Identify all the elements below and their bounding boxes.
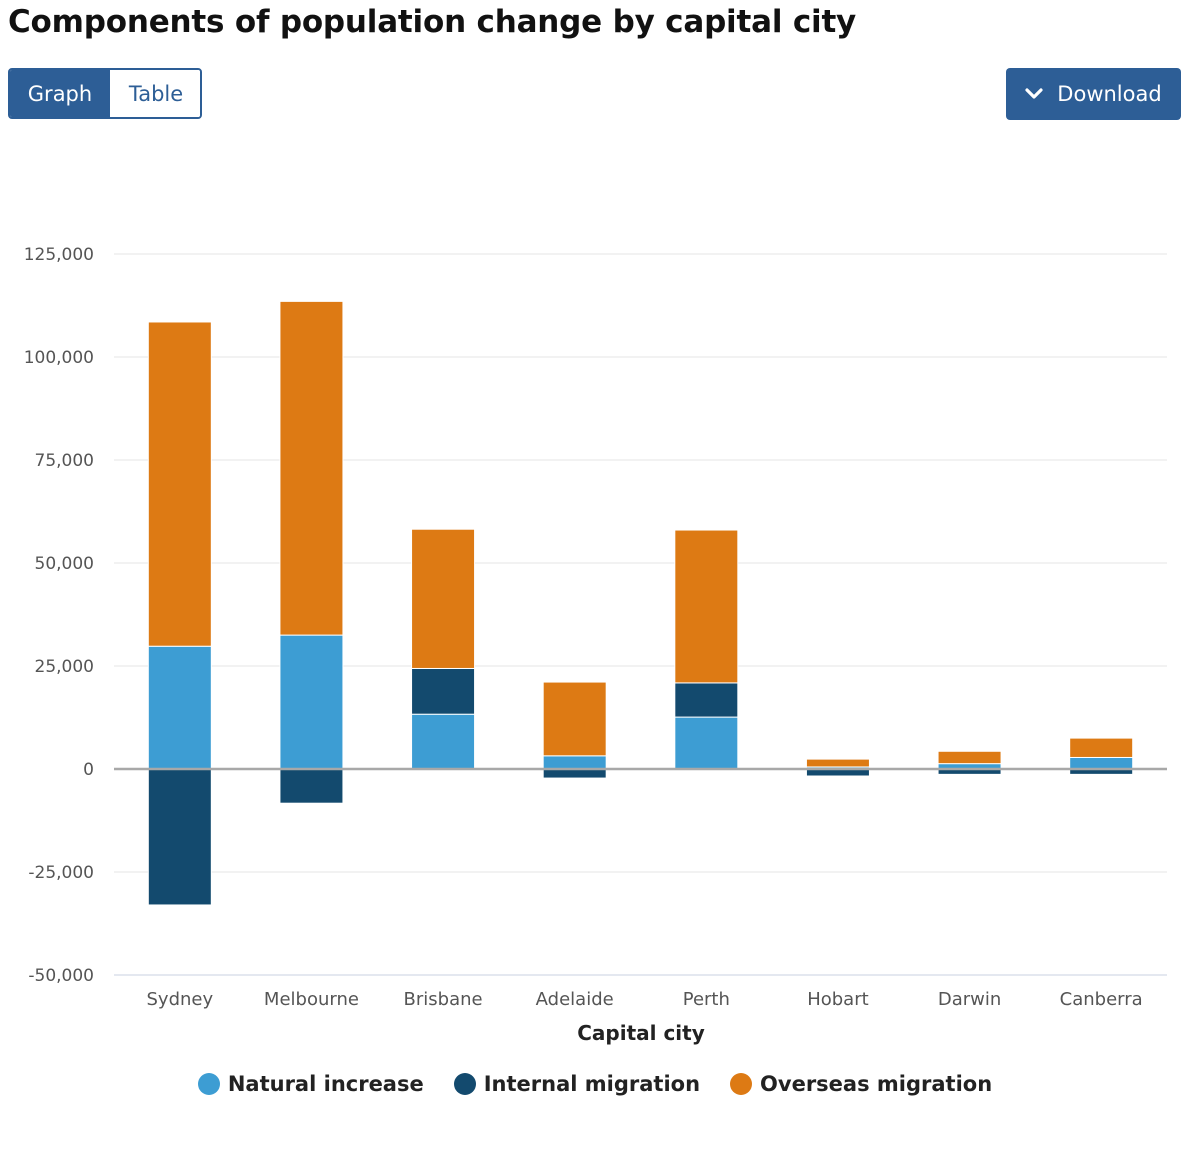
x-axis-title: Capital city xyxy=(577,1021,705,1045)
bar-overseas-migration-canberra xyxy=(1069,737,1134,758)
x-tick-label: Perth xyxy=(683,989,730,1010)
bar-natural-increase-sydney xyxy=(147,645,212,770)
bar-natural-increase-perth xyxy=(674,716,739,770)
legend-label: Natural increase xyxy=(227,1072,424,1096)
download-label: Download xyxy=(1057,82,1162,106)
legend-dot-icon xyxy=(453,1073,476,1095)
x-tick-label: Hobart xyxy=(807,989,868,1010)
bar-internal-migration-perth xyxy=(674,682,739,718)
legend-item-overseas-migration[interactable]: Overseas migration xyxy=(730,1072,992,1096)
bar-overseas-migration-brisbane xyxy=(411,528,476,669)
y-tick-label: 100,000 xyxy=(24,348,94,368)
legend-item-internal-migration[interactable]: Internal migration xyxy=(453,1072,701,1096)
y-tick-label: 25,000 xyxy=(35,657,94,677)
bar-internal-migration-brisbane xyxy=(411,667,476,715)
bar-overseas-migration-adelaide xyxy=(542,681,607,757)
y-tick-label: 75,000 xyxy=(35,451,94,471)
bar-overseas-migration-sydney xyxy=(147,321,212,647)
y-tick-label: -25,000 xyxy=(28,863,94,883)
bar-internal-migration-melbourne xyxy=(279,768,344,804)
y-tick-label: 0 xyxy=(83,760,94,780)
x-tick-label: Melbourne xyxy=(264,989,359,1010)
bar-natural-increase-canberra xyxy=(1069,756,1134,770)
view-toggle: Graph Table xyxy=(8,68,202,119)
chevron-down-icon xyxy=(1025,88,1043,99)
bar-natural-increase-adelaide xyxy=(542,755,607,770)
bar-natural-increase-melbourne xyxy=(279,634,344,770)
x-tick-label: Sydney xyxy=(146,989,213,1010)
y-tick-label: -50,000 xyxy=(28,966,94,986)
y-tick-label: 125,000 xyxy=(24,245,94,265)
graph-tab-button[interactable]: Graph xyxy=(10,70,110,117)
legend-dot-icon xyxy=(730,1073,753,1095)
legend-label: Internal migration xyxy=(483,1072,701,1096)
x-tick-label: Brisbane xyxy=(404,989,483,1010)
bar-overseas-migration-perth xyxy=(674,529,739,684)
legend-dot-icon xyxy=(197,1073,220,1095)
x-tick-label: Canberra xyxy=(1060,989,1143,1010)
table-tab-button[interactable]: Table xyxy=(110,70,200,117)
bar-overseas-migration-hobart xyxy=(805,758,870,768)
x-tick-label: Darwin xyxy=(938,989,1001,1010)
download-button[interactable]: Download xyxy=(1006,68,1181,120)
x-tick-label: Adelaide xyxy=(536,989,614,1010)
legend-label: Overseas migration xyxy=(760,1072,993,1096)
bar-overseas-migration-melbourne xyxy=(279,300,344,636)
legend-item-natural-increase[interactable]: Natural increase xyxy=(197,1072,424,1096)
bar-overseas-migration-darwin xyxy=(937,750,1002,765)
page-title: Components of population change by capit… xyxy=(8,4,857,40)
y-tick-label: 50,000 xyxy=(35,554,94,574)
bar-internal-migration-adelaide xyxy=(542,768,607,779)
bar-internal-migration-sydney xyxy=(147,768,212,906)
bar-natural-increase-brisbane xyxy=(411,713,476,770)
chart-legend: Natural increase Internal migration Overse… xyxy=(0,1072,1190,1096)
stacked-bar-chart: -50,000 -25,000 0 25,000 50,000 75,000 100,000… xyxy=(24,245,1167,1045)
